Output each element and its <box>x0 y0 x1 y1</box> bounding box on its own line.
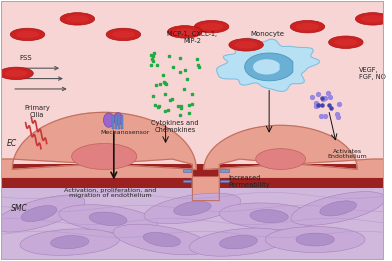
Ellipse shape <box>320 201 356 216</box>
Ellipse shape <box>144 193 241 224</box>
Bar <box>118 115 120 129</box>
Bar <box>1 188 384 260</box>
Bar <box>1 1 384 169</box>
Ellipse shape <box>66 15 89 22</box>
Bar <box>220 180 229 182</box>
Ellipse shape <box>10 28 45 41</box>
Ellipse shape <box>143 233 180 247</box>
Ellipse shape <box>328 36 363 49</box>
Text: MCP-1, CXCL-1,
MIP-2: MCP-1, CXCL-1, MIP-2 <box>167 31 218 44</box>
Ellipse shape <box>113 224 210 255</box>
Ellipse shape <box>59 205 157 233</box>
Ellipse shape <box>0 195 85 232</box>
Text: Mechanosensor: Mechanosensor <box>101 130 150 135</box>
Text: Activates
Endothelium: Activates Endothelium <box>328 149 368 159</box>
Polygon shape <box>253 59 279 75</box>
Ellipse shape <box>220 235 258 249</box>
Ellipse shape <box>20 229 120 256</box>
Text: Increased
Permeability: Increased Permeability <box>229 175 270 188</box>
Ellipse shape <box>89 212 127 226</box>
Ellipse shape <box>220 203 319 229</box>
Ellipse shape <box>60 13 94 25</box>
Text: SMC: SMC <box>11 204 28 213</box>
Ellipse shape <box>189 228 288 256</box>
Bar <box>220 169 229 172</box>
Bar <box>1 164 384 188</box>
Polygon shape <box>1 112 384 201</box>
Ellipse shape <box>200 23 223 30</box>
Bar <box>183 169 191 172</box>
Ellipse shape <box>361 15 384 22</box>
Text: VEGF,
FGF, NO: VEGF, FGF, NO <box>359 67 386 80</box>
Ellipse shape <box>106 28 141 41</box>
Bar <box>183 180 191 182</box>
Ellipse shape <box>5 70 27 77</box>
Ellipse shape <box>0 67 33 80</box>
Ellipse shape <box>174 201 211 216</box>
Ellipse shape <box>72 144 137 169</box>
Ellipse shape <box>291 192 385 225</box>
Ellipse shape <box>265 227 365 252</box>
Ellipse shape <box>114 112 122 125</box>
Ellipse shape <box>167 26 202 38</box>
Polygon shape <box>216 38 320 91</box>
Ellipse shape <box>296 23 319 30</box>
Ellipse shape <box>235 41 258 49</box>
Ellipse shape <box>256 149 305 169</box>
Ellipse shape <box>21 205 57 222</box>
Bar <box>112 115 114 129</box>
Bar <box>115 115 117 129</box>
Bar <box>121 115 123 129</box>
Ellipse shape <box>356 13 390 25</box>
Ellipse shape <box>229 39 263 51</box>
Ellipse shape <box>103 113 114 127</box>
Text: FSS: FSS <box>19 55 32 61</box>
Ellipse shape <box>112 31 135 38</box>
Ellipse shape <box>16 31 39 38</box>
Text: Activation, proliferation, and
migration of endothelium: Activation, proliferation, and migration… <box>64 188 156 198</box>
Ellipse shape <box>250 210 288 223</box>
Text: EC: EC <box>6 139 16 148</box>
Ellipse shape <box>334 39 358 46</box>
Ellipse shape <box>296 233 334 246</box>
Text: Monocyte: Monocyte <box>250 31 284 37</box>
Ellipse shape <box>173 28 196 35</box>
Text: Cytokines and
Chemokines: Cytokines and Chemokines <box>151 120 199 133</box>
Ellipse shape <box>290 20 325 33</box>
Text: Primary
Cilia: Primary Cilia <box>24 104 50 117</box>
Polygon shape <box>245 53 293 81</box>
Ellipse shape <box>51 236 89 249</box>
Ellipse shape <box>194 20 229 33</box>
